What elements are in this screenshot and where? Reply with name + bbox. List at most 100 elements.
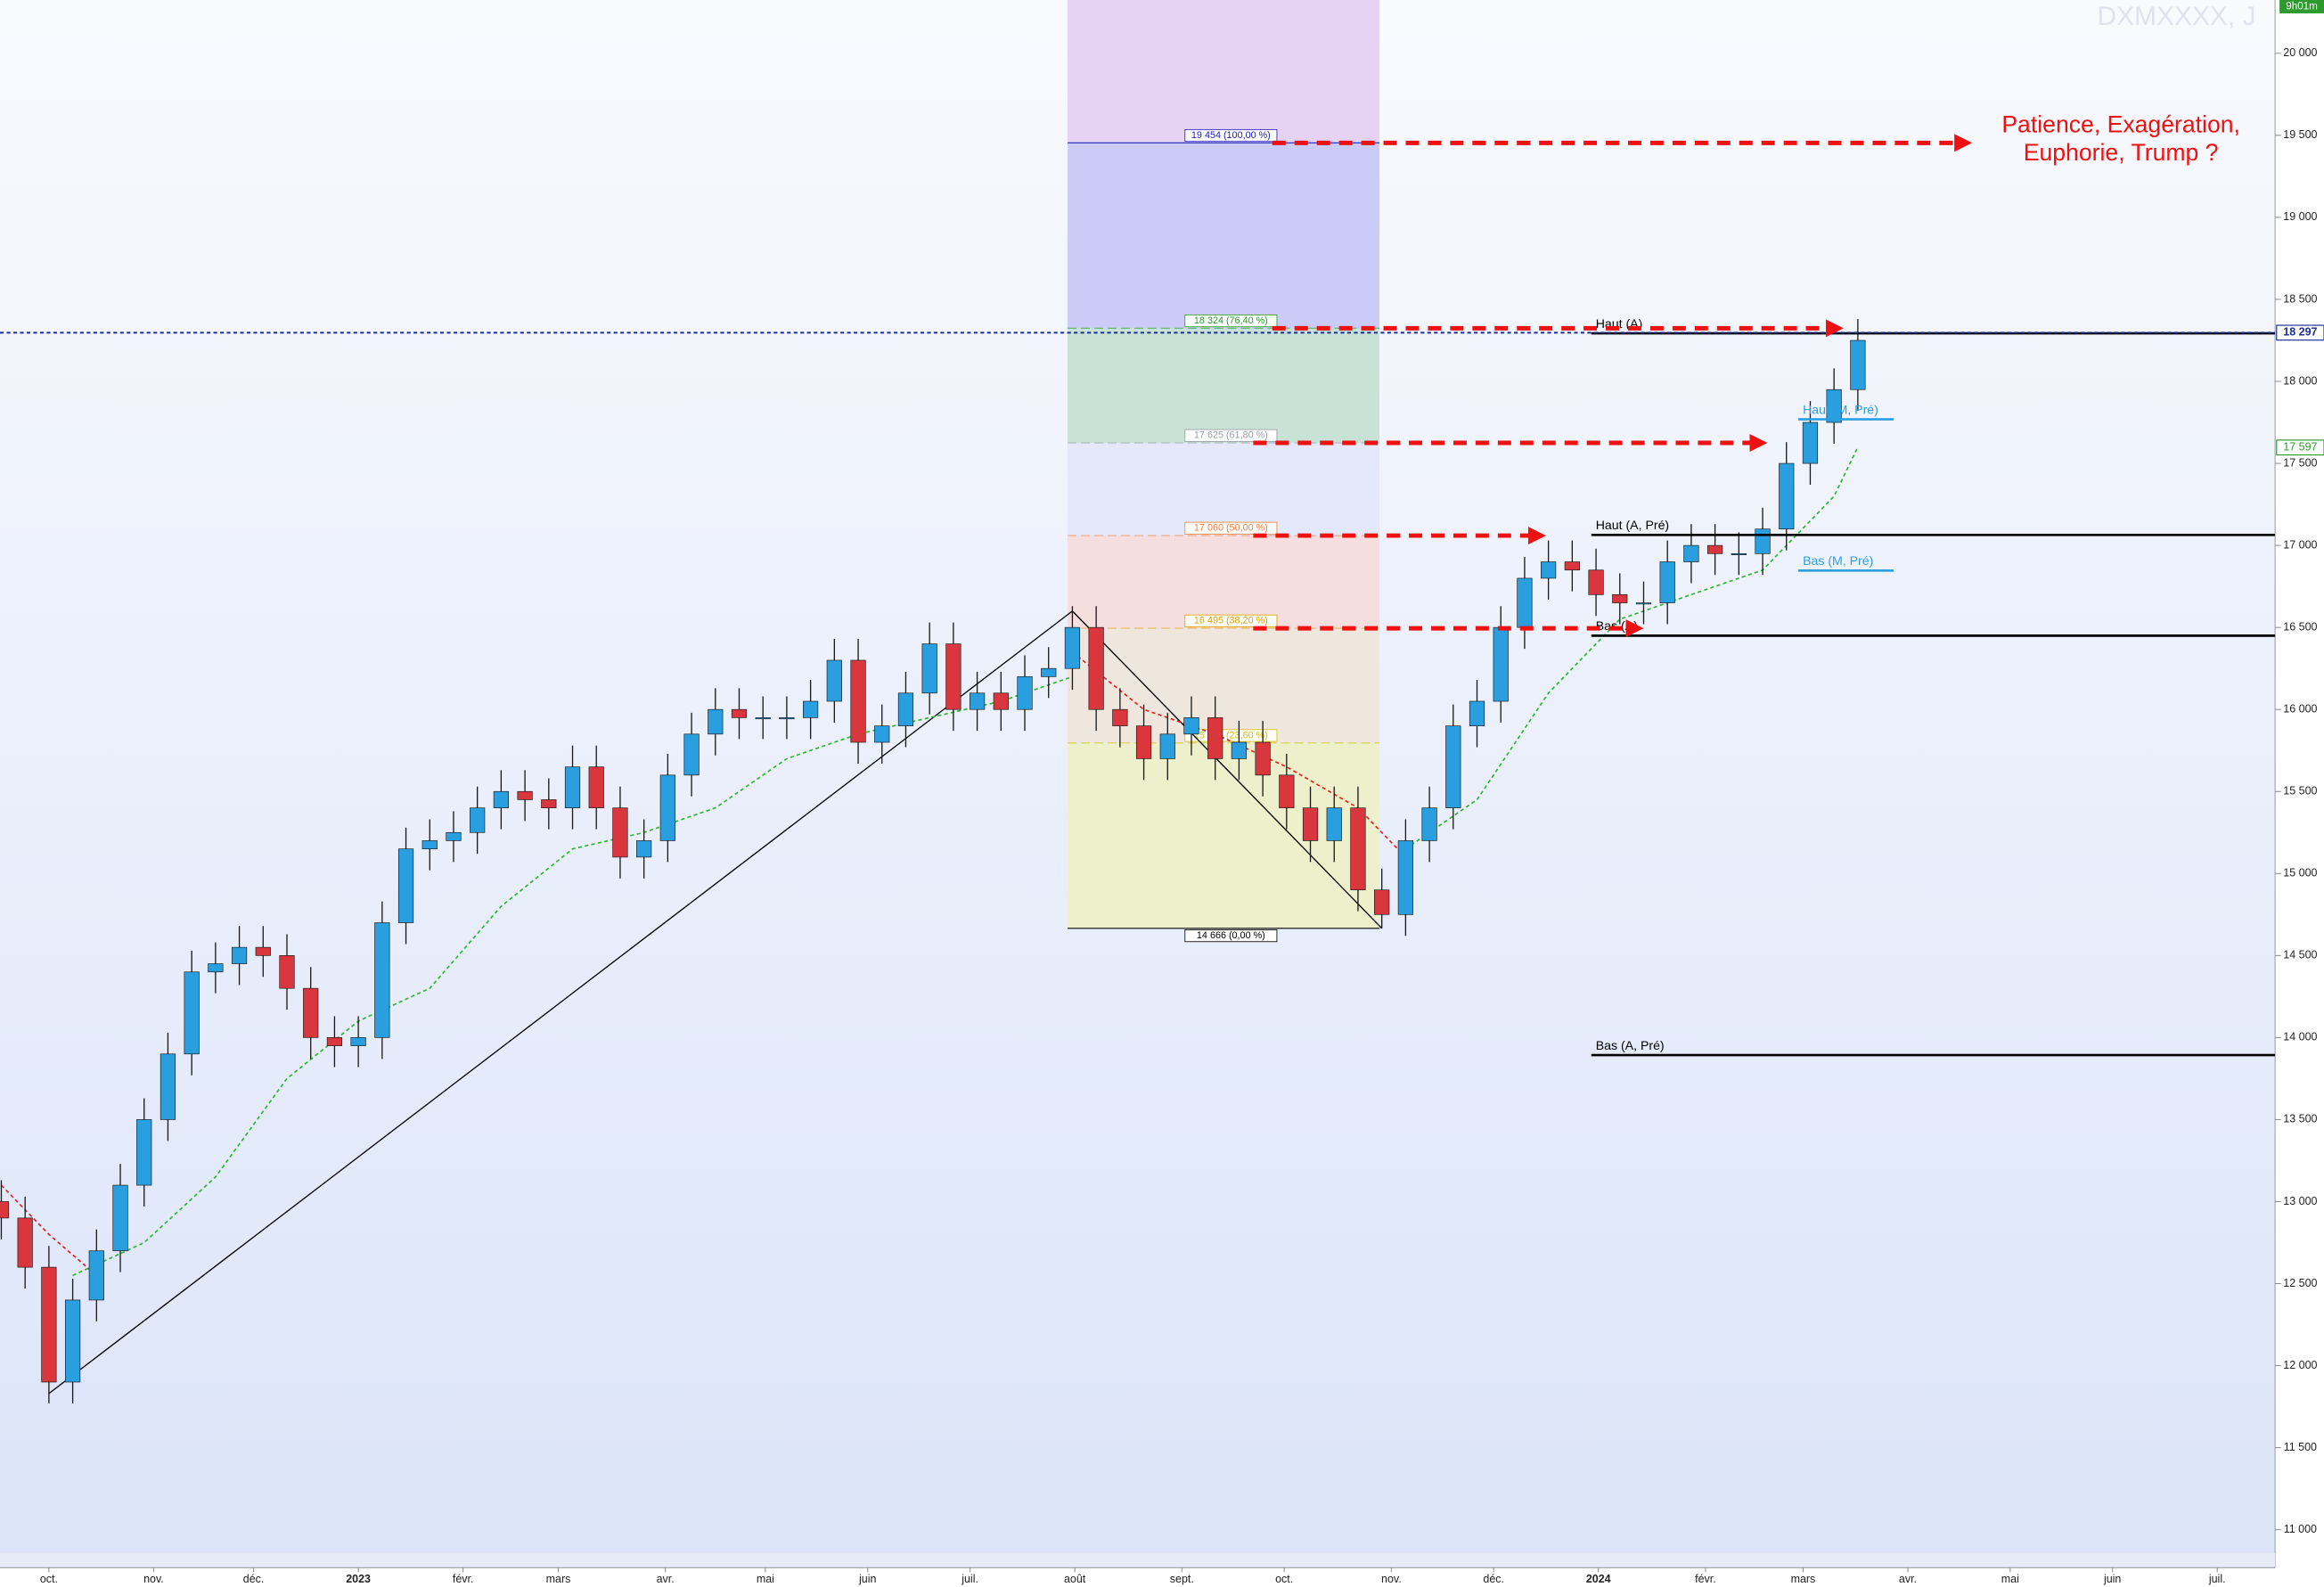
x-tick-label: nov.: [1381, 1573, 1402, 1585]
candle-body: [1707, 544, 1723, 554]
fib-label: 15 786 (23,60 %): [1194, 730, 1268, 740]
annotation: Patience, Exagération,: [2001, 110, 2240, 137]
candle-body: [683, 733, 700, 776]
candle-body: [1850, 339, 1866, 390]
x-tick-label: juin: [2103, 1573, 2121, 1585]
candle-body: [1541, 561, 1557, 579]
candle-body: [279, 955, 295, 989]
candle-body: [541, 799, 557, 808]
candle-body: [1469, 700, 1485, 726]
y-tick-label: 19 500: [2283, 128, 2317, 141]
y-tick-label: 18 500: [2283, 292, 2317, 305]
fib-label: 19 454 (100,00 %): [1191, 130, 1271, 141]
fib-label: 16 495 (38,20 %): [1194, 616, 1268, 626]
candle-body: [993, 692, 1009, 710]
candle-body: [1635, 602, 1652, 605]
candle-body: [0, 1201, 10, 1219]
candle-body: [921, 643, 937, 694]
y-tick-label: 13 000: [2283, 1195, 2317, 1207]
level-label: Haut (M, Pré): [1803, 402, 1878, 416]
annotation: Euphorie, Trump ?: [2024, 139, 2219, 166]
candle-body: [1826, 389, 1842, 423]
x-tick-label: nov.: [143, 1573, 164, 1585]
candle-body: [493, 790, 510, 808]
candle-body: [708, 708, 724, 735]
candle-body: [160, 1053, 176, 1120]
candle-body: [564, 766, 581, 808]
candle-body: [1493, 626, 1509, 702]
candle-body: [874, 725, 890, 743]
x-tick-label: 2023: [346, 1573, 371, 1585]
candle-body: [1088, 626, 1104, 710]
y-tick-label: 16 000: [2283, 703, 2317, 716]
trendline: [48, 610, 1073, 1395]
candle-body: [88, 1250, 104, 1301]
y-tick-label: 17 500: [2283, 456, 2317, 469]
y-tick-label: 12 000: [2283, 1359, 2317, 1371]
y-tick-label: 12 500: [2283, 1277, 2317, 1289]
candle-body: [588, 766, 604, 808]
axis-background: [0, 1567, 2276, 1587]
candle-body: [517, 790, 533, 800]
y-tick-label: 17 000: [2283, 538, 2317, 551]
candle-body: [612, 807, 628, 858]
y-tick-label: 19 000: [2283, 210, 2317, 223]
fib-label: 18 324 (76,40 %): [1194, 315, 1268, 326]
trendline: [1071, 610, 1383, 929]
x-tick-label: sept.: [1170, 1573, 1194, 1585]
candle-body: [1041, 667, 1057, 677]
y-tick-label: 14 000: [2283, 1031, 2317, 1043]
fib-label-box: [1184, 614, 1278, 627]
candle-body: [1374, 889, 1390, 915]
candle-body: [255, 946, 271, 956]
candle-body: [636, 840, 652, 858]
candle-body: [64, 1299, 81, 1383]
candle-body: [850, 659, 866, 743]
level-label: Bas (M, Pré): [1803, 553, 1873, 568]
candle-body: [397, 848, 414, 923]
candle-body: [1159, 733, 1175, 759]
candle-body: [1612, 594, 1628, 603]
x-tick-label: juil.: [961, 1573, 978, 1585]
x-tick-label: oct.: [40, 1573, 58, 1585]
fib-label-box: [1184, 521, 1278, 535]
fib-label-box: [1184, 314, 1278, 328]
last-price-box: [2276, 324, 2324, 341]
candle-body: [1350, 807, 1366, 891]
y-tick-label: 18 000: [2283, 374, 2317, 387]
x-tick-label: oct.: [1275, 1573, 1293, 1585]
y-tick-label: 20 000: [2283, 46, 2317, 59]
timer: 9h01m: [2286, 1, 2318, 12]
fib-label-box: [1184, 128, 1278, 143]
x-tick-label: févr.: [1695, 1573, 1716, 1585]
candle-body: [1421, 807, 1437, 841]
x-tick-label: déc.: [1483, 1573, 1504, 1585]
candle-body: [969, 692, 986, 710]
y-tick-label: 11 000: [2284, 1523, 2317, 1535]
candle-body: [41, 1266, 57, 1383]
moving-average: [0, 651, 1406, 1276]
fib-zone: [1068, 0, 1380, 143]
candle-body: [1731, 552, 1747, 555]
fib-zone: [1068, 443, 1380, 536]
candle-body: [303, 987, 319, 1038]
x-tick-label: mars: [546, 1573, 571, 1585]
level-label: Haut (A, Pré): [1596, 518, 1669, 532]
candle-body: [1255, 741, 1271, 776]
candle-body: [112, 1184, 128, 1252]
x-tick-label: déc.: [243, 1573, 265, 1585]
level-label: Bas (A, Pré): [1596, 1038, 1665, 1052]
candle-body: [755, 717, 771, 720]
candle-body: [231, 946, 248, 964]
x-tick-label: avr.: [1899, 1573, 1917, 1585]
y-tick-label: 16 500: [2283, 620, 2317, 633]
y-tick-label: 13 500: [2283, 1113, 2317, 1125]
candle-body: [1183, 717, 1199, 735]
fib-label: 17 060 (50,00 %): [1194, 523, 1268, 534]
candle-body: [1064, 626, 1081, 669]
candle-body: [1112, 708, 1128, 726]
candle-body: [1231, 741, 1248, 759]
candle-body: [1445, 725, 1461, 808]
